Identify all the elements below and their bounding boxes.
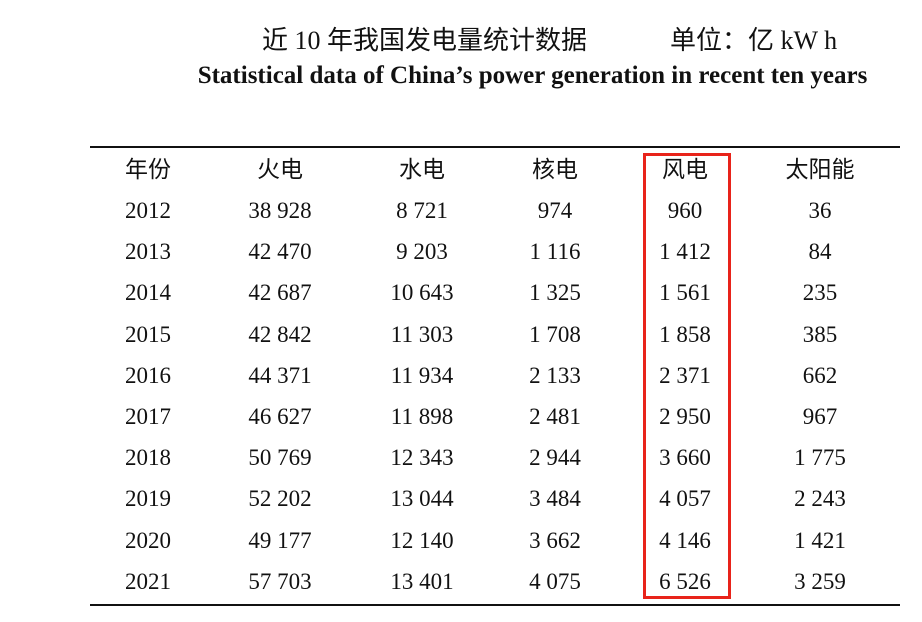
table-cell: 38 928	[248, 198, 312, 223]
table-cell: 1 116	[529, 239, 581, 265]
table-cell: 42 470	[248, 239, 312, 265]
table-cell: 2 944	[529, 445, 581, 471]
table-cell: 662	[802, 362, 838, 388]
table-cell: 11 303	[390, 321, 454, 347]
table-cell: 2014	[125, 280, 171, 306]
table-cell: 1 421	[794, 527, 846, 553]
table-cell: 12 343	[390, 445, 454, 471]
table-cell: 9 203	[396, 239, 448, 265]
table-cell: 2015	[125, 321, 171, 347]
table-cell: 2019	[125, 486, 171, 512]
table-cell: 2016	[125, 362, 171, 388]
top-rule	[90, 146, 900, 148]
title: 近 10 年我国发电量统计数据	[262, 26, 588, 55]
unit: 单位：亿 kW h	[670, 26, 838, 55]
table-cell: 1 561	[659, 280, 711, 306]
column-header: 年份	[125, 157, 171, 182]
table-cell: 13 401	[390, 568, 454, 594]
table-cell: 42 842	[248, 321, 312, 347]
table-cell: 2 481	[529, 404, 581, 429]
table-cell: 12 140	[390, 527, 454, 553]
table-cell: 36	[808, 198, 832, 223]
table-cell: 84	[808, 239, 832, 265]
table-cell: 960	[667, 198, 703, 223]
table-cell: 3 662	[529, 527, 581, 553]
table-cell: 10 643	[390, 280, 454, 306]
table-cell: 2 133	[529, 362, 581, 388]
table-cell: 2017	[125, 404, 171, 429]
table-cell: 49 177	[248, 527, 312, 553]
table-cell: 6 526	[659, 568, 711, 594]
table-cell: 11 898	[390, 404, 454, 429]
table-cell: 2 950	[659, 404, 711, 429]
table-cell: 3 259	[794, 568, 846, 594]
table-cell: 385	[802, 321, 838, 347]
table-cell: 3 484	[529, 486, 581, 512]
table-cell: 1 708	[529, 321, 581, 347]
table-cell: 8 721	[396, 198, 448, 223]
table-cell: 1 325	[529, 280, 581, 306]
table-cell: 2020	[125, 527, 171, 553]
table-cell: 2021	[125, 568, 171, 594]
column-header: 火电	[257, 157, 303, 182]
table-cell: 42 687	[248, 280, 312, 306]
table-cell: 57 703	[248, 568, 312, 594]
table-cell: 2 371	[659, 362, 711, 388]
table-cell: 974	[537, 198, 573, 223]
table-cell: 1 775	[794, 445, 846, 471]
table-cell: 3 660	[659, 445, 711, 471]
table-cell: 46 627	[248, 404, 312, 429]
table-cell: 11 934	[390, 362, 454, 388]
table-cell: 4 075	[529, 568, 581, 594]
table-cell: 52 202	[248, 486, 312, 512]
table-cell: 2013	[125, 239, 171, 265]
table-cell: 44 371	[248, 362, 312, 388]
table-cell: 4 146	[659, 527, 711, 553]
table-cell: 2018	[125, 445, 171, 471]
table-cell: 967	[802, 404, 838, 429]
highlight-box	[643, 153, 731, 599]
table-cell: 235	[802, 280, 838, 306]
table-cell: 4 057	[659, 486, 711, 512]
table-cell: 2012	[125, 198, 171, 223]
subtitle: Statistical data of China’s power genera…	[197, 62, 868, 89]
table-cell: 2 243	[794, 486, 846, 512]
table-cell: 50 769	[248, 445, 312, 471]
bottom-rule	[90, 604, 900, 606]
column-header: 核电	[532, 157, 578, 182]
table-cell: 1 858	[659, 321, 711, 347]
table-cell: 13 044	[390, 486, 454, 512]
column-header: 水电	[399, 157, 445, 182]
table-cell: 1 412	[659, 239, 711, 265]
column-header: 风电	[662, 157, 708, 182]
column-header: 太阳能	[785, 157, 855, 182]
